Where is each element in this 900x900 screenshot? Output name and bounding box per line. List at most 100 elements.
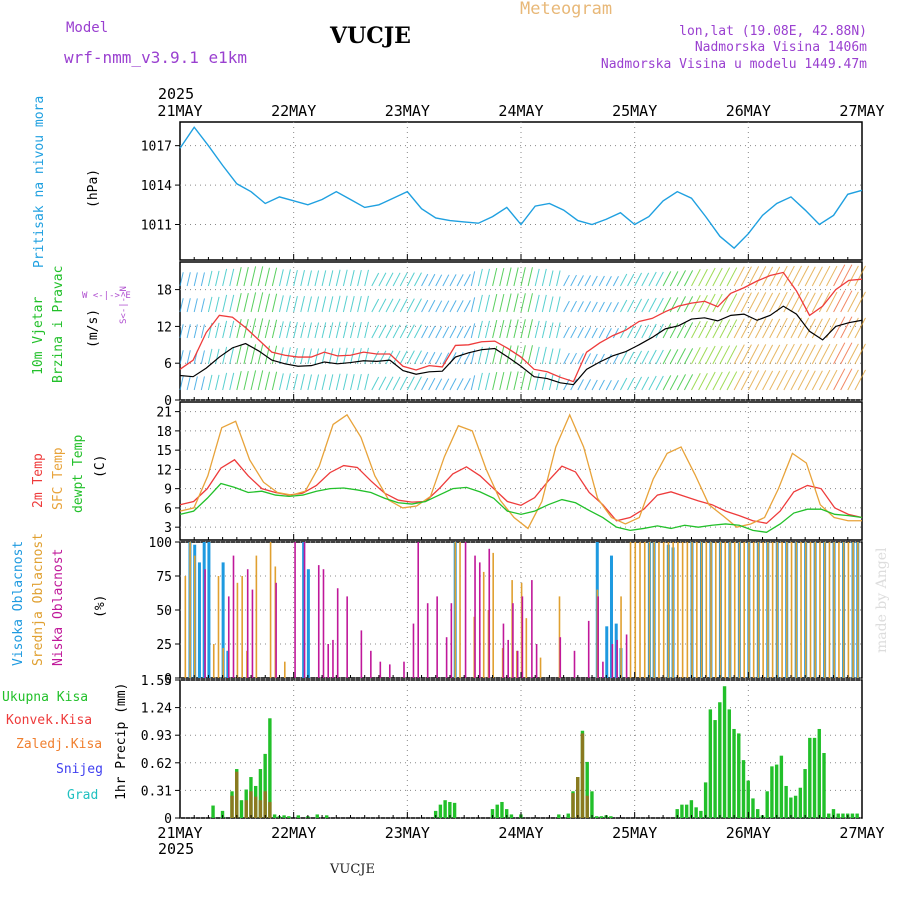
precip-bar <box>699 810 703 818</box>
precip-bar <box>789 797 793 818</box>
cloud-bar <box>786 542 788 678</box>
wind-arrow <box>392 272 401 287</box>
wind-arrow <box>278 347 284 365</box>
wind-arrow <box>662 297 672 313</box>
wind-arrow <box>769 266 781 287</box>
wind-arrow <box>797 369 810 391</box>
cloud-bar <box>767 542 769 678</box>
wind-arrow <box>662 349 672 365</box>
wind-arrow <box>683 348 694 365</box>
wind-arrow <box>385 324 394 339</box>
wind-arrow <box>300 269 305 287</box>
wind-arrow <box>534 294 540 313</box>
wind-arrow <box>669 271 679 287</box>
y-tick-label: 1.24 <box>141 702 172 717</box>
wind-arrow <box>463 300 471 313</box>
cloud-bar <box>232 555 235 678</box>
wind-arrow <box>392 324 401 339</box>
wind-arrow <box>236 371 242 391</box>
precip-bar <box>703 782 708 818</box>
wind-arrow <box>335 373 341 391</box>
wind-arrow <box>470 297 476 313</box>
wind-arrow <box>698 295 708 313</box>
temp-title-3: dewpt Temp <box>71 435 86 513</box>
precip-bar <box>258 769 263 818</box>
precip-bar <box>708 709 713 818</box>
wind-arrow <box>371 272 380 287</box>
wind-arrow <box>392 350 401 365</box>
cloud-bar <box>507 639 509 678</box>
cloud-bar <box>838 542 840 678</box>
wind-arrow <box>691 347 701 365</box>
cloud-bar <box>204 569 206 678</box>
cloud-bar <box>227 596 230 678</box>
wind-arrow <box>797 343 810 365</box>
precip-bar <box>713 720 717 818</box>
year-top: 2025 <box>158 85 194 103</box>
wind-arrow <box>477 320 483 339</box>
wind-arrow <box>527 267 533 287</box>
wind-arrow <box>804 266 816 287</box>
wind-arrow <box>442 300 450 313</box>
wind-arrow <box>712 319 723 339</box>
wind-arrow <box>456 326 464 339</box>
wind-arrow <box>506 319 512 339</box>
wind-arrow <box>683 322 694 339</box>
wind-arrow <box>683 374 694 391</box>
wind-arrow <box>641 324 650 339</box>
wind-arrow <box>484 294 490 313</box>
cloud-bar <box>614 623 618 678</box>
wind-arrow <box>413 324 422 339</box>
wind-arrow <box>776 369 788 391</box>
precip-bar <box>718 702 722 818</box>
wind-arrow <box>584 353 592 365</box>
cloud-bar <box>748 542 750 678</box>
wind-arrow <box>357 321 362 339</box>
wind-arrow <box>186 324 191 339</box>
wind-arrow <box>484 372 490 391</box>
wind-arrow <box>797 265 810 287</box>
precip-bar <box>504 809 509 818</box>
wind-arrow <box>598 379 605 391</box>
cloud-title-1: Visoka Oblacnost <box>11 541 26 666</box>
wind-arrow <box>399 350 408 365</box>
wind-arrow <box>783 343 795 365</box>
y-tick-label: 100 <box>149 536 172 551</box>
cloud-bar <box>677 542 679 678</box>
wind-arrow <box>321 296 327 313</box>
wind-arrow <box>215 270 220 287</box>
wind-arrow <box>406 272 415 287</box>
altitude-text: Nadmorska Visina 1406m <box>694 40 867 55</box>
legend-conv-rain: Konvek.Kisa <box>6 713 92 728</box>
y-tick-label: 1014 <box>141 179 172 194</box>
precip-bar <box>822 753 826 818</box>
wind-arrow <box>449 300 457 313</box>
wind-arrow <box>428 325 436 339</box>
wind-arrow <box>193 272 198 287</box>
wind-arrow <box>705 345 716 365</box>
cloud-bar <box>207 542 211 678</box>
wind-arrow <box>634 272 643 287</box>
wind-gust-line <box>179 271 863 383</box>
wind-arrow <box>726 319 738 339</box>
wind-arrow <box>506 345 512 365</box>
wind-arrow <box>698 347 708 365</box>
precip-bar <box>694 807 698 818</box>
precip-bar <box>253 796 258 818</box>
wind-arrow <box>648 323 657 339</box>
wind-arrow <box>350 295 355 313</box>
cloud-bar <box>317 565 320 678</box>
wind-arrow <box>421 325 429 339</box>
precip-bar <box>576 777 580 818</box>
wind-arrow <box>520 371 526 391</box>
wind-arrow <box>229 294 235 313</box>
wind-arrow <box>406 376 415 391</box>
wind-arrow <box>243 371 249 391</box>
precip-bar <box>774 764 779 818</box>
wind-arrow <box>676 270 686 287</box>
wind-arrow <box>705 267 716 287</box>
wind-arrow <box>620 273 628 287</box>
wind-arrow <box>236 319 242 339</box>
wind-direction-legend: W <-|-> E <box>82 291 131 301</box>
cloud-bar <box>194 555 196 678</box>
